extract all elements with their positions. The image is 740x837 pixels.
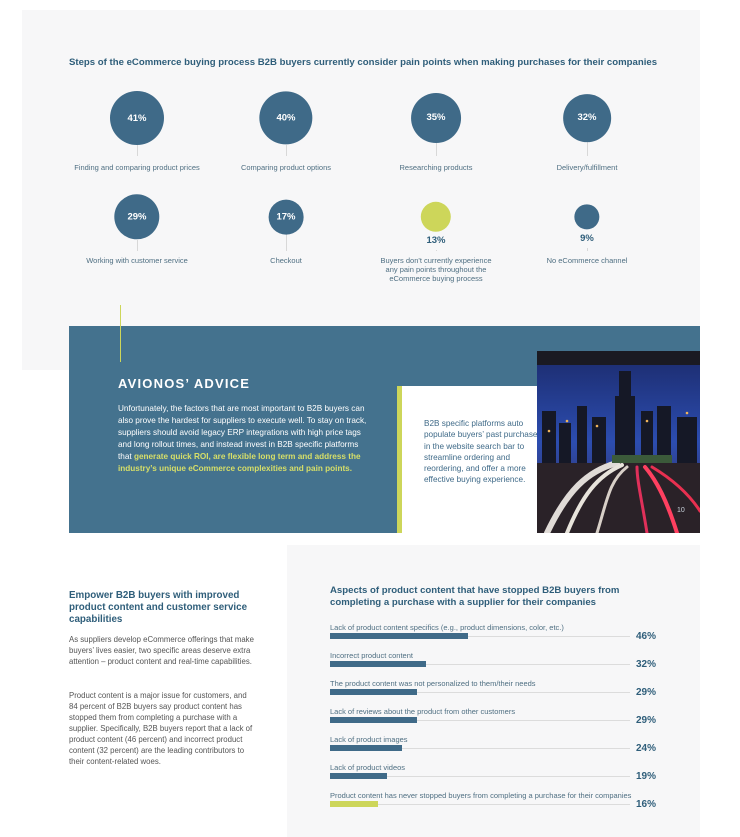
bar-track — [330, 636, 630, 637]
advice-highlight: generate quick ROI, are flexible long te… — [118, 452, 361, 474]
bar-fill — [330, 773, 387, 779]
bar-row: Lack of product content specifics (e.g.,… — [330, 623, 656, 651]
pain-point-bubble: 29% — [114, 194, 160, 240]
callout-box — [397, 386, 553, 533]
advice-body: Unfortunately, the factors that are most… — [118, 403, 368, 476]
empower-heading: Empower B2B buyers with improved product… — [69, 590, 248, 625]
pain-point-label: Researching products — [399, 163, 473, 172]
pain-points-panel — [22, 10, 700, 370]
bar-value: 29% — [635, 687, 656, 698]
pain-point-bubble — [574, 204, 600, 230]
bar-fill — [330, 689, 417, 695]
pain-point-bubble: 41% — [110, 91, 164, 145]
bar-row: Incorrect product content 32% — [330, 651, 656, 679]
bar-track — [330, 748, 630, 749]
pain-point-label: No eCommerce channel — [546, 256, 628, 265]
bar-value: 32% — [635, 659, 656, 670]
bar-fill — [330, 661, 426, 667]
product-content-title: Aspects of product content that have sto… — [330, 585, 620, 608]
bar-track — [330, 664, 630, 665]
bar-label: Incorrect product content — [330, 651, 413, 660]
pain-point-label: Buyers don't currently experience any pa… — [380, 256, 492, 283]
empower-paragraph: As suppliers develop eCommerce offerings… — [69, 635, 254, 666]
bar-track — [330, 804, 630, 805]
bubble-stem — [587, 141, 588, 156]
pain-point-value: 13% — [426, 235, 446, 247]
bubble-stem — [286, 144, 287, 156]
city-highway-photo — [537, 351, 700, 533]
bar-value: 16% — [635, 799, 656, 810]
bar-label: Lack of product content specifics (e.g.,… — [330, 623, 564, 632]
bubble-stem — [436, 250, 437, 251]
bar-value: 46% — [635, 631, 656, 642]
bubble-stem — [137, 145, 138, 156]
bar-row: The product content was not personalized… — [330, 679, 656, 707]
empower-paragraph: Product content is a major issue for cus… — [69, 691, 253, 766]
pain-point-label: Comparing product options — [240, 163, 332, 172]
pain-point-label: Finding and comparing product prices — [74, 163, 200, 172]
bubble-stem — [137, 239, 138, 251]
bar-fill — [330, 745, 402, 751]
bar-track — [330, 692, 630, 693]
pain-point-bubble: 35% — [411, 93, 461, 143]
bar-track — [330, 776, 630, 777]
pain-point-bubble: 40% — [259, 91, 313, 145]
pain-point-label: Working with customer service — [86, 256, 188, 265]
callout-text: B2B specific platforms auto populate buy… — [424, 419, 542, 485]
bar-fill — [330, 633, 468, 639]
bar-label: Lack of product images — [330, 735, 408, 744]
pain-point-bubble: 32% — [563, 94, 611, 142]
bar-label: The product content was not personalized… — [330, 679, 536, 688]
bar-row: Lack of product images 24% — [330, 735, 656, 763]
bubble-stem — [587, 247, 588, 251]
pain-point-label: Checkout — [270, 256, 302, 265]
pain-point-bubble — [420, 201, 452, 233]
pain-points-title: Steps of the eCommerce buying process B2… — [69, 57, 658, 68]
bubble-stem — [286, 234, 287, 251]
advice-body-text: Unfortunately, the factors that are most… — [118, 404, 367, 462]
bar-label: Product content has never stopped buyers… — [330, 791, 632, 800]
bubble-stem — [436, 142, 437, 156]
pain-point-value: 9% — [580, 232, 594, 244]
advice-heading: AVIONOS’ ADVICE — [118, 376, 251, 391]
bar-row: Lack of reviews about the product from o… — [330, 707, 656, 735]
bar-fill — [330, 801, 378, 807]
bar-label: Lack of product videos — [330, 763, 406, 772]
bar-value: 24% — [635, 743, 656, 754]
bar-value: 29% — [635, 715, 656, 726]
bar-row: Lack of product videos 19% — [330, 763, 656, 791]
pain-point-label: Delivery/fulfillment — [556, 163, 618, 172]
bar-track — [330, 720, 630, 721]
bar-label: Lack of reviews about the product from o… — [330, 707, 516, 716]
pain-point-bubble: 17% — [268, 199, 304, 235]
page-number: 10 — [677, 507, 685, 514]
bar-value: 19% — [635, 771, 656, 782]
bar-row: Product content has never stopped buyers… — [330, 791, 656, 819]
accent-line — [120, 305, 121, 362]
bar-fill — [330, 717, 417, 723]
